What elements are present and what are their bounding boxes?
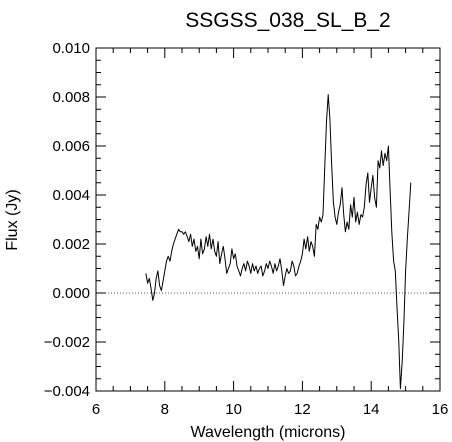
series-group bbox=[145, 94, 412, 390]
x-tick-label: 12 bbox=[294, 401, 311, 418]
chart-title: SSGSS_038_SL_B_2 bbox=[185, 9, 391, 32]
y-axis-label: Flux (Jy) bbox=[4, 189, 21, 250]
x-axis-label: Wavelength (microns) bbox=[190, 424, 345, 441]
y-tick-label: 0.002 bbox=[52, 236, 90, 253]
x-tick-label: 10 bbox=[225, 401, 242, 418]
y-axis-ticks: −0.004 −0.002 0.000 0.002 0.004 0.006 0.008 0.0… bbox=[44, 40, 440, 400]
y-tick-label: 0.006 bbox=[52, 138, 90, 155]
x-tick-label: 16 bbox=[432, 401, 449, 418]
series-line-0 bbox=[145, 94, 412, 390]
y-tick-label: 0.010 bbox=[52, 40, 90, 57]
y-tick-label: −0.002 bbox=[44, 334, 90, 351]
y-tick-label: −0.004 bbox=[44, 383, 90, 400]
y-tick-label: 0.000 bbox=[52, 285, 90, 302]
x-tick-label: 8 bbox=[161, 401, 169, 418]
plot-frame bbox=[95, 47, 441, 392]
y-tick-label: 0.008 bbox=[52, 89, 90, 106]
x-tick-label: 6 bbox=[92, 401, 100, 418]
y-tick-label: 0.004 bbox=[52, 187, 90, 204]
x-axis-ticks: 6 8 10 12 14 16 bbox=[92, 48, 449, 418]
x-tick-label: 14 bbox=[363, 401, 380, 418]
